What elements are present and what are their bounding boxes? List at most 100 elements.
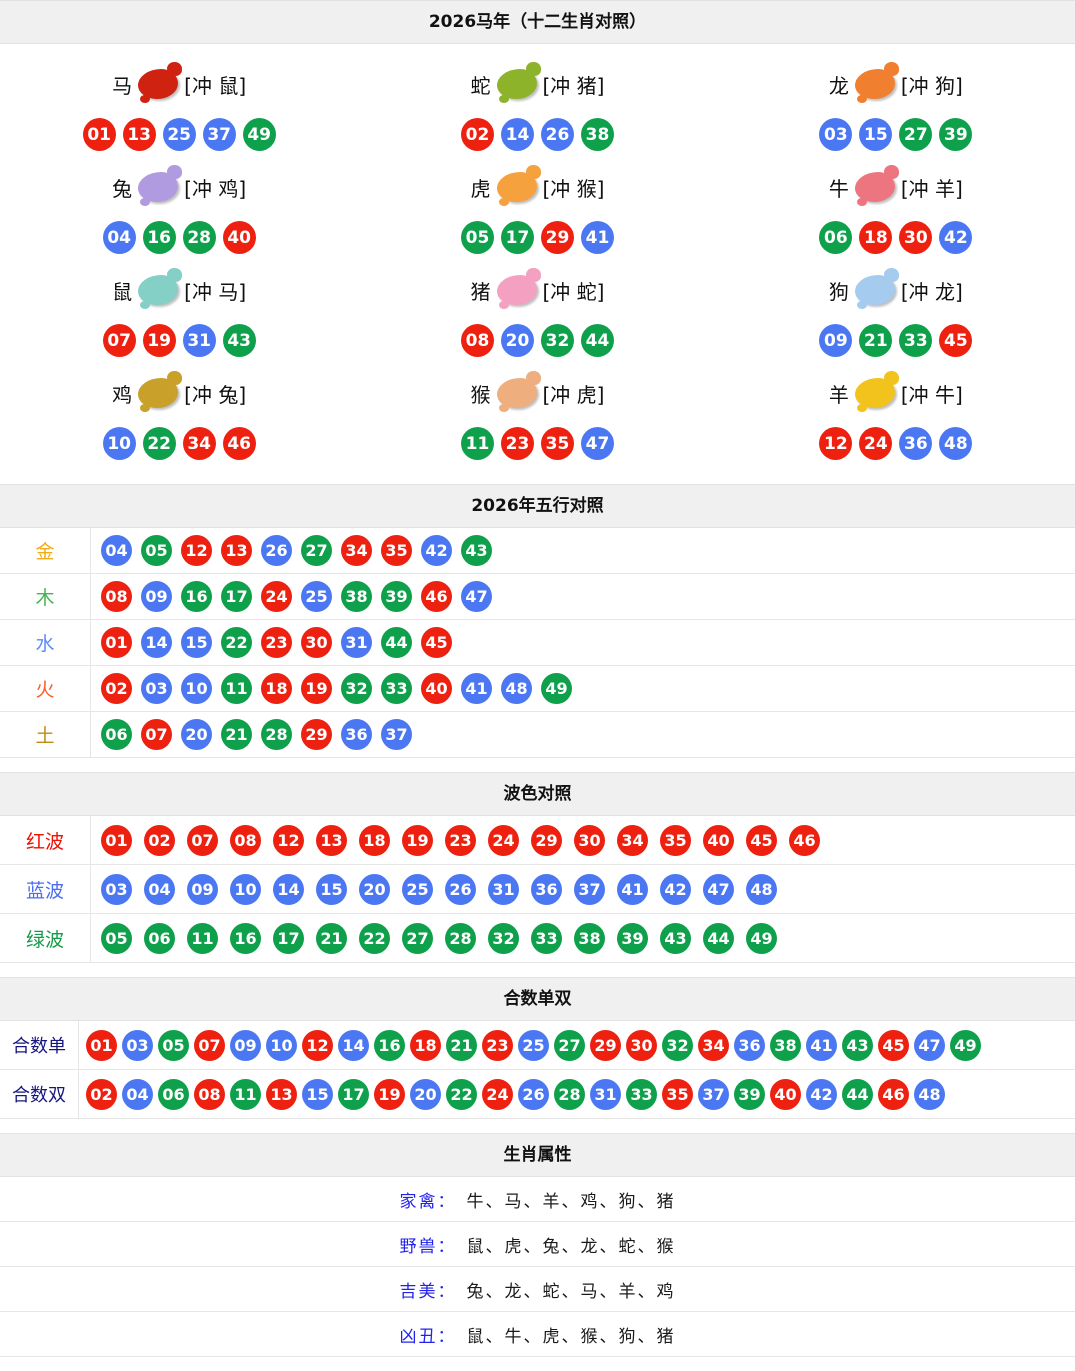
number-ball-37: 37 xyxy=(202,118,236,151)
number-ball-28: 28 xyxy=(261,719,292,750)
number-ball-28: 28 xyxy=(445,922,476,954)
zodiac-name-line: 狗 [冲 龙] xyxy=(829,264,963,316)
zodiac-cell-dog: 狗 [冲 龙] 09 21 33 45 xyxy=(717,264,1075,357)
zodiac-clash-label: [冲 兔] xyxy=(184,382,247,407)
number-ball-18: 18 xyxy=(410,1029,441,1061)
number-ball-34: 34 xyxy=(182,427,216,460)
number-ball-30: 30 xyxy=(301,627,332,658)
number-ball-10: 10 xyxy=(181,673,212,704)
element-row-label: 火 xyxy=(0,666,91,711)
zodiac-cell-horse: 马 [冲 鼠] 01 13 25 37 49 xyxy=(0,58,358,151)
number-ball-row: 05 06 11 16 17 21 22 27 28 32 33 38 39 43 44 49 xyxy=(91,922,777,954)
ox-icon xyxy=(854,165,899,206)
number-ball-18: 18 xyxy=(859,221,893,254)
zodiac-cell-rooster: 鸡 [冲 兔] 10 22 34 46 xyxy=(0,367,358,460)
table-row: 金 04 05 12 13 26 27 34 35 42 43 xyxy=(0,528,1075,574)
attribute-label: 家禽： xyxy=(399,1191,457,1212)
number-ball-37: 37 xyxy=(698,1078,729,1110)
table-row: 合数单 01 03 05 07 09 10 12 14 16 18 21 23 25 27 29 30 32 34 3… xyxy=(0,1021,1075,1070)
zodiac-cell-rabbit: 兔 [冲 鸡] 04 16 28 40 xyxy=(0,161,358,254)
number-ball-49: 49 xyxy=(242,118,276,151)
sums-section-title: 合数单双 xyxy=(0,977,1075,1021)
number-ball-08: 08 xyxy=(194,1078,225,1110)
number-ball-04: 04 xyxy=(122,1078,153,1110)
zodiac-name: 牛 xyxy=(828,176,849,201)
number-ball-33: 33 xyxy=(626,1078,657,1110)
number-ball-18: 18 xyxy=(261,673,292,704)
number-ball-09: 09 xyxy=(230,1029,261,1061)
number-ball-34: 34 xyxy=(617,824,648,856)
attribute-value: 牛、马、羊、鸡、狗、猪 xyxy=(466,1191,676,1212)
number-ball-05: 05 xyxy=(141,535,172,566)
attribute-value: 鼠、牛、虎、猴、狗、猪 xyxy=(466,1326,676,1347)
number-ball-20: 20 xyxy=(500,324,534,357)
number-ball-29: 29 xyxy=(531,824,562,856)
number-ball-25: 25 xyxy=(162,118,196,151)
number-ball-45: 45 xyxy=(746,824,777,856)
table-row: 火 02 03 10 11 18 19 32 33 40 41 48 49 xyxy=(0,666,1075,712)
zodiac-number-balls: 04 16 28 40 xyxy=(102,221,256,254)
number-ball-25: 25 xyxy=(402,873,433,905)
number-ball-20: 20 xyxy=(359,873,390,905)
number-ball-16: 16 xyxy=(142,221,176,254)
number-ball-44: 44 xyxy=(842,1078,873,1110)
attribute-label: 野兽： xyxy=(399,1236,457,1257)
number-ball-46: 46 xyxy=(789,824,820,856)
zodiac-name-line: 猴 [冲 虎] xyxy=(471,367,604,419)
number-ball-31: 31 xyxy=(488,873,519,905)
table-row: 红波 01 02 07 08 12 13 18 19 23 24 29 30 34 35 40 45 46 xyxy=(0,816,1075,865)
number-ball-41: 41 xyxy=(617,873,648,905)
number-ball-48: 48 xyxy=(939,427,973,460)
number-ball-02: 02 xyxy=(144,824,175,856)
attribute-row: 野兽： 鼠、虎、兔、龙、蛇、猴 xyxy=(0,1222,1075,1267)
sum-row-label: 合数单 xyxy=(0,1021,79,1069)
rooster-icon xyxy=(138,371,183,412)
number-ball-24: 24 xyxy=(859,427,893,460)
number-ball-44: 44 xyxy=(580,324,614,357)
element-row-label: 土 xyxy=(0,712,91,757)
number-ball-22: 22 xyxy=(446,1078,477,1110)
monkey-icon xyxy=(496,371,541,412)
number-ball-43: 43 xyxy=(842,1029,873,1061)
zodiac-name: 龙 xyxy=(828,73,849,98)
number-ball-32: 32 xyxy=(540,324,574,357)
attributes-section-title: 生肖属性 xyxy=(0,1133,1075,1177)
zodiac-number-balls: 10 22 34 46 xyxy=(102,427,256,460)
number-ball-12: 12 xyxy=(302,1029,333,1061)
number-ball-38: 38 xyxy=(341,581,372,612)
zodiac-name: 虎 xyxy=(470,176,491,201)
sum-row-label: 合数双 xyxy=(0,1070,79,1118)
zodiac-number-balls: 08 20 32 44 xyxy=(460,324,614,357)
number-ball-15: 15 xyxy=(859,118,893,151)
table-row: 绿波 05 06 11 16 17 21 22 27 28 32 33 38 39 43 44 49 xyxy=(0,914,1075,963)
number-ball-08: 08 xyxy=(460,324,494,357)
number-ball-21: 21 xyxy=(221,719,252,750)
number-ball-07: 07 xyxy=(141,719,172,750)
number-ball-46: 46 xyxy=(222,427,256,460)
number-ball-25: 25 xyxy=(518,1029,549,1061)
number-ball-36: 36 xyxy=(734,1029,765,1061)
number-ball-24: 24 xyxy=(488,824,519,856)
number-ball-05: 05 xyxy=(158,1029,189,1061)
number-ball-19: 19 xyxy=(374,1078,405,1110)
zodiac-grid: 马 [冲 鼠] 01 13 25 37 49 蛇 [冲 猪] 02 14 26 38 龙 [冲 狗] 03 15… xyxy=(0,44,1075,470)
number-ball-35: 35 xyxy=(660,824,691,856)
number-ball-row: 02 04 06 08 11 13 15 17 19 20 22 24 26 28 31 33 35 37 39 40… xyxy=(79,1078,945,1110)
number-ball-row: 03 04 09 10 14 15 20 25 26 31 36 37 41 42 47 48 xyxy=(91,873,777,905)
number-ball-row: 02 03 10 11 18 19 32 33 40 41 48 49 xyxy=(91,673,572,704)
number-ball-row: 01 03 05 07 09 10 12 14 16 18 21 23 25 27 29 30 32 34 36 38… xyxy=(79,1029,981,1061)
zodiac-cell-rat: 鼠 [冲 马] 07 19 31 43 xyxy=(0,264,358,357)
number-ball-38: 38 xyxy=(770,1029,801,1061)
number-ball-35: 35 xyxy=(540,427,574,460)
number-ball-42: 42 xyxy=(660,873,691,905)
number-ball-08: 08 xyxy=(101,581,132,612)
number-ball-22: 22 xyxy=(221,627,252,658)
table-row: 合数双 02 04 06 08 11 13 15 17 19 20 22 24 26 28 31 33 35 37 3… xyxy=(0,1070,1075,1119)
number-ball-45: 45 xyxy=(421,627,452,658)
number-ball-04: 04 xyxy=(102,221,136,254)
number-ball-42: 42 xyxy=(939,221,973,254)
zodiac-clash-label: [冲 马] xyxy=(184,279,247,304)
number-ball-49: 49 xyxy=(950,1029,981,1061)
attribute-row: 吉美： 兔、龙、蛇、马、羊、鸡 xyxy=(0,1267,1075,1312)
